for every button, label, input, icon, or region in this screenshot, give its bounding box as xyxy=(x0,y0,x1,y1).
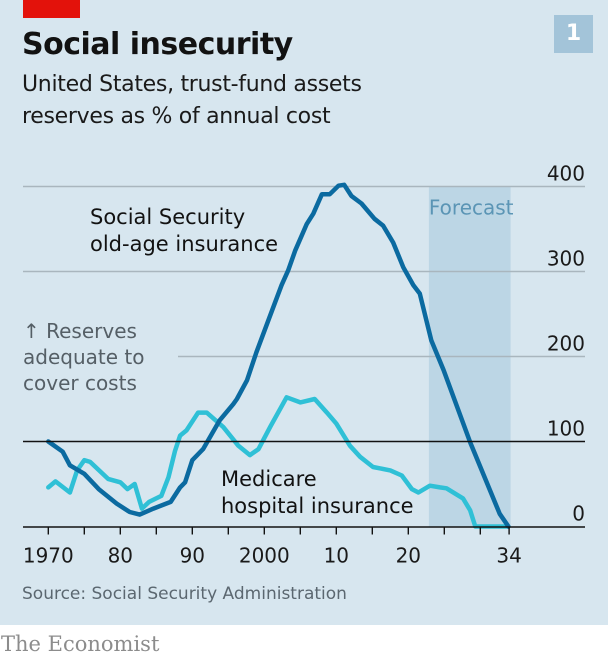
y-tick-label-100: 100 xyxy=(547,417,585,441)
medicare-line xyxy=(46,395,511,529)
gridlines xyxy=(23,185,585,358)
x-tick-label-1990: 90 xyxy=(180,544,205,568)
medicare-label-line2: hospital insurance xyxy=(221,494,414,518)
x-tick-label-2000: 2000 xyxy=(239,544,290,568)
reserves-note-line2: adequate to xyxy=(23,345,144,369)
reserves-note-line3: cover costs xyxy=(23,371,137,395)
chart-subtitle-line1: United States, trust-fund assets xyxy=(22,72,362,97)
ss-label-line1: Social Security xyxy=(90,205,245,229)
x-tick-label-1980: 80 xyxy=(108,544,133,568)
x-tick-labels: 1970 80 90 2000 10 20 34 xyxy=(23,544,522,568)
economist-red-tag xyxy=(23,0,80,18)
x-tick-label-2010: 10 xyxy=(324,544,349,568)
ss-label-line2: old-age insurance xyxy=(90,232,278,256)
x-tick-label-1970: 1970 xyxy=(23,544,74,568)
y-tick-label-400: 400 xyxy=(547,162,585,186)
chart-number-badge: 1 xyxy=(554,15,593,53)
economist-brand: The Economist xyxy=(1,632,160,656)
reserves-note-line1: ↑ Reserves xyxy=(23,319,137,343)
line-chart: 0 100 200 300 400 Forecast 1970 80 90 2000 10 20 3… xyxy=(23,162,585,568)
chart-title: Social insecurity xyxy=(22,27,293,62)
source-note: Source: Social Security Administration xyxy=(22,584,347,604)
forecast-label: Forecast xyxy=(429,196,514,220)
y-tick-label-0: 0 xyxy=(572,502,585,526)
y-tick-label-300: 300 xyxy=(547,247,585,271)
y-tick-labels: 0 100 200 300 400 xyxy=(547,162,585,526)
social-security-line xyxy=(46,182,511,529)
x-tick-label-2020: 20 xyxy=(396,544,421,568)
series-lines xyxy=(46,182,511,529)
y-tick-label-200: 200 xyxy=(547,332,585,356)
x-axis xyxy=(23,526,585,535)
medicare-label-line1: Medicare xyxy=(221,467,317,491)
x-tick-label-2034: 34 xyxy=(496,544,521,568)
chart-subtitle-line2: reserves as % of annual cost xyxy=(22,104,331,129)
